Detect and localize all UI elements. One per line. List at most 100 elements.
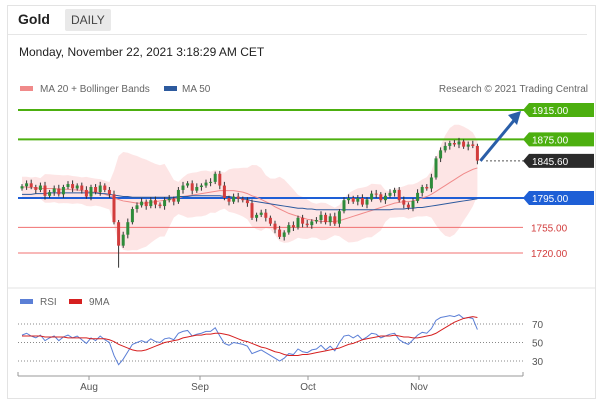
- candle-body: [310, 221, 314, 226]
- candle-body: [199, 185, 203, 187]
- ma50-line: [22, 192, 478, 211]
- candle-body: [245, 200, 249, 204]
- bollinger-band-area: [22, 124, 478, 251]
- chart-header: Gold DAILY: [8, 4, 587, 35]
- candle-body: [135, 205, 139, 209]
- projection-arrow-shaft: [479, 117, 518, 162]
- candle-body: [471, 144, 475, 146]
- candle-body: [457, 141, 461, 145]
- candle-body: [347, 198, 351, 201]
- candle-body: [328, 216, 332, 223]
- candle-body: [448, 143, 452, 146]
- candle-body: [466, 144, 470, 147]
- level-label-1755.00: 1755.00: [531, 223, 568, 234]
- candle-body: [365, 199, 369, 205]
- candle-body: [342, 200, 346, 212]
- candle-body: [20, 186, 24, 189]
- candle-body: [374, 193, 378, 195]
- candle-body: [434, 158, 438, 178]
- candle-body: [153, 200, 157, 205]
- level-label-1915.00: 1915.00: [532, 106, 569, 117]
- candle-body: [61, 187, 65, 195]
- candle-body: [278, 229, 282, 237]
- candle-body: [158, 204, 162, 207]
- rsi-9ma-line: [22, 316, 478, 356]
- candle-body: [43, 185, 47, 196]
- legend-label-rsi: RSI: [40, 297, 57, 308]
- candle-body: [176, 189, 180, 202]
- candle-body: [406, 204, 410, 208]
- candle-body: [57, 188, 61, 195]
- candle-body: [370, 193, 374, 200]
- projection-arrow-head: [508, 111, 521, 125]
- timestamp: Monday, November 22, 2021 3:18:29 AM CET: [19, 45, 265, 59]
- level-tag-1795.00: [523, 191, 594, 205]
- rsi-level-label: 70: [532, 320, 544, 331]
- candle-body: [94, 187, 98, 193]
- level-label-1720.00: 1720.00: [531, 249, 568, 260]
- candle-body: [98, 185, 102, 193]
- candle-body: [209, 181, 213, 183]
- candle-body: [222, 185, 226, 198]
- level-tag-1845.60: [523, 153, 594, 168]
- candle-body: [425, 187, 429, 189]
- candle-body: [140, 201, 144, 206]
- candle-body: [314, 220, 318, 222]
- candle-body: [144, 201, 148, 207]
- candle-body: [25, 183, 29, 187]
- candle-body: [259, 212, 263, 215]
- candle-body: [462, 141, 466, 147]
- candle-body: [411, 200, 415, 208]
- candle-body: [181, 185, 185, 190]
- candle-body: [71, 184, 75, 189]
- candle-body: [429, 177, 433, 189]
- candle-body: [319, 214, 323, 220]
- candle-body: [264, 212, 268, 218]
- level-tag-1875.00: [523, 132, 594, 147]
- candle-body: [29, 183, 33, 187]
- ma20-line: [22, 167, 478, 222]
- level-labels: 1915.00 1875.00 1845.60 1795.00 1755.00 1720.…: [523, 103, 594, 260]
- candle-body: [52, 188, 56, 193]
- candle-body: [117, 222, 121, 246]
- projection-arrow: [479, 111, 521, 162]
- candle-body: [38, 185, 42, 190]
- candle-body: [84, 189, 88, 197]
- legend-label-9ma: 9MA: [89, 297, 110, 308]
- candle-body: [356, 198, 360, 202]
- candle-body: [416, 192, 420, 201]
- candle-body: [393, 189, 397, 193]
- level-label-1875.00: 1875.00: [532, 135, 569, 146]
- candle-body: [218, 173, 222, 186]
- legend-swatch-9ma: [69, 299, 82, 304]
- candle-body: [190, 183, 194, 191]
- candle-body: [397, 189, 401, 201]
- candles: [20, 137, 479, 268]
- candle-body: [34, 187, 38, 190]
- x-tick-label: Aug: [80, 382, 98, 393]
- candle-body: [241, 198, 245, 201]
- candle-body: [439, 150, 443, 159]
- candle-body: [80, 185, 84, 190]
- x-tick-label: Nov: [410, 382, 428, 393]
- level-tag-1915.00: [523, 103, 594, 117]
- candle-body: [236, 196, 240, 199]
- price-levels: [18, 109, 525, 254]
- candle-body: [287, 225, 291, 233]
- candle-body: [89, 187, 93, 197]
- moving-averages: [22, 167, 478, 222]
- candle-body: [301, 217, 305, 224]
- candle-body: [172, 198, 176, 202]
- candle-body: [126, 222, 130, 235]
- x-tick-label: Sep: [191, 382, 209, 393]
- candle-body: [107, 189, 111, 195]
- candle-body: [379, 194, 383, 201]
- candle-body: [337, 211, 341, 224]
- rsi-level-label: 30: [532, 357, 544, 368]
- timeframe-badge[interactable]: DAILY: [65, 9, 111, 31]
- x-ticks: Aug Sep Oct Nov: [80, 376, 428, 393]
- candle-body: [149, 200, 153, 207]
- rsi-level-label: 50: [532, 339, 544, 350]
- candle-body: [305, 223, 309, 226]
